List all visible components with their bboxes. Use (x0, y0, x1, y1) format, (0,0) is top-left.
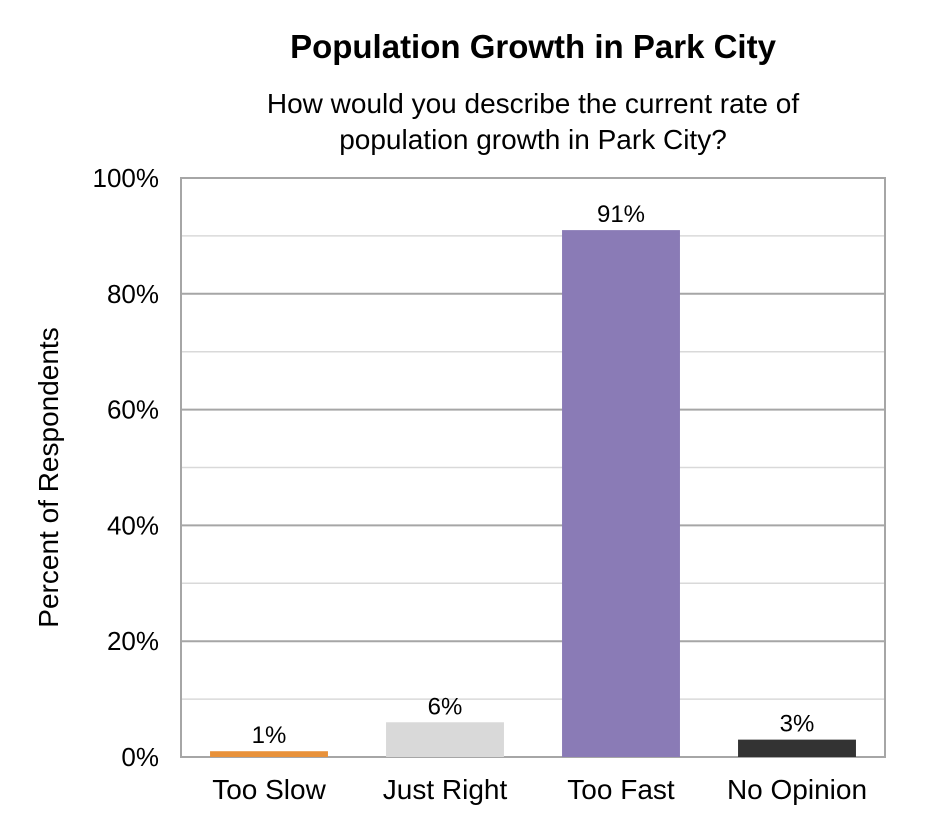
data-labels: 1% 6% 91% 3% (252, 201, 815, 749)
data-label: 3% (780, 711, 815, 738)
data-label: 1% (252, 722, 287, 749)
y-tick-label: 60% (107, 395, 159, 425)
chart-subtitle-line-1: How would you describe the current rate … (266, 88, 800, 119)
data-label: 6% (428, 693, 463, 720)
bars (210, 230, 856, 758)
chart-title: Population Growth in Park City (290, 28, 776, 65)
y-tick-label: 40% (107, 510, 159, 540)
bar-no-opinion (738, 739, 856, 757)
bar-too-slow (210, 751, 328, 757)
bar-too-fast (562, 230, 680, 758)
y-axis-title: Percent of Respondents (33, 327, 64, 627)
x-category-label: Just Right (383, 774, 508, 805)
y-tick-label: 0% (121, 742, 159, 772)
x-axis-categories: Too Slow Just Right Too Fast No Opinion (212, 774, 867, 805)
chart-subtitle: How would you describe the current rate … (0, 86, 945, 158)
x-category-label: No Opinion (727, 774, 867, 805)
y-tick-label: 20% (107, 626, 159, 656)
y-tick-label: 80% (107, 279, 159, 309)
chart-subtitle-line-2: population growth in Park City? (339, 124, 727, 155)
bar-just-right (386, 722, 504, 757)
x-category-label: Too Fast (567, 774, 675, 805)
plot-area-frame (180, 177, 886, 758)
y-tick-label: 100% (93, 163, 160, 193)
y-axis-ticks: 0% 20% 40% 60% 80% 100% (93, 163, 160, 772)
gridlines (181, 177, 885, 758)
x-category-label: Too Slow (212, 774, 326, 805)
data-label: 91% (597, 201, 645, 228)
